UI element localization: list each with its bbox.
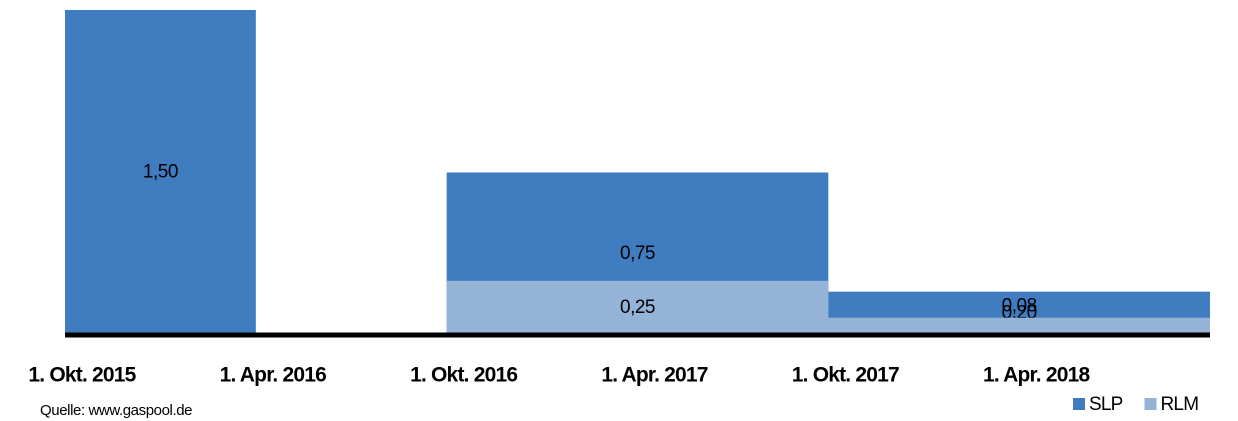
legend-label: RLM [1161,394,1199,415]
bar [828,317,1210,335]
x-tick-label: 1. Okt. 2017 [792,364,899,387]
value-label: 0,75 [620,243,655,264]
x-tick-label: 1. Okt. 2015 [28,364,136,387]
value-label: 1,50 [143,162,178,183]
x-tick-label: 1. Apr. 2017 [601,364,707,387]
legend-label: SLP [1089,394,1123,415]
value-label: 0,25 [620,297,655,318]
source-note: Quelle: www.gaspool.de [40,402,192,419]
x-tick-label: 1. Okt. 2016 [410,364,517,387]
x-tick-label: 1. Apr. 2016 [220,364,326,387]
bar [446,280,829,335]
value-label: 0,08 [1002,296,1037,317]
legend-swatch [1144,398,1157,410]
x-tick-label: 1. Apr. 2018 [983,364,1090,387]
legend-swatch [1073,398,1085,410]
bar [65,10,256,335]
